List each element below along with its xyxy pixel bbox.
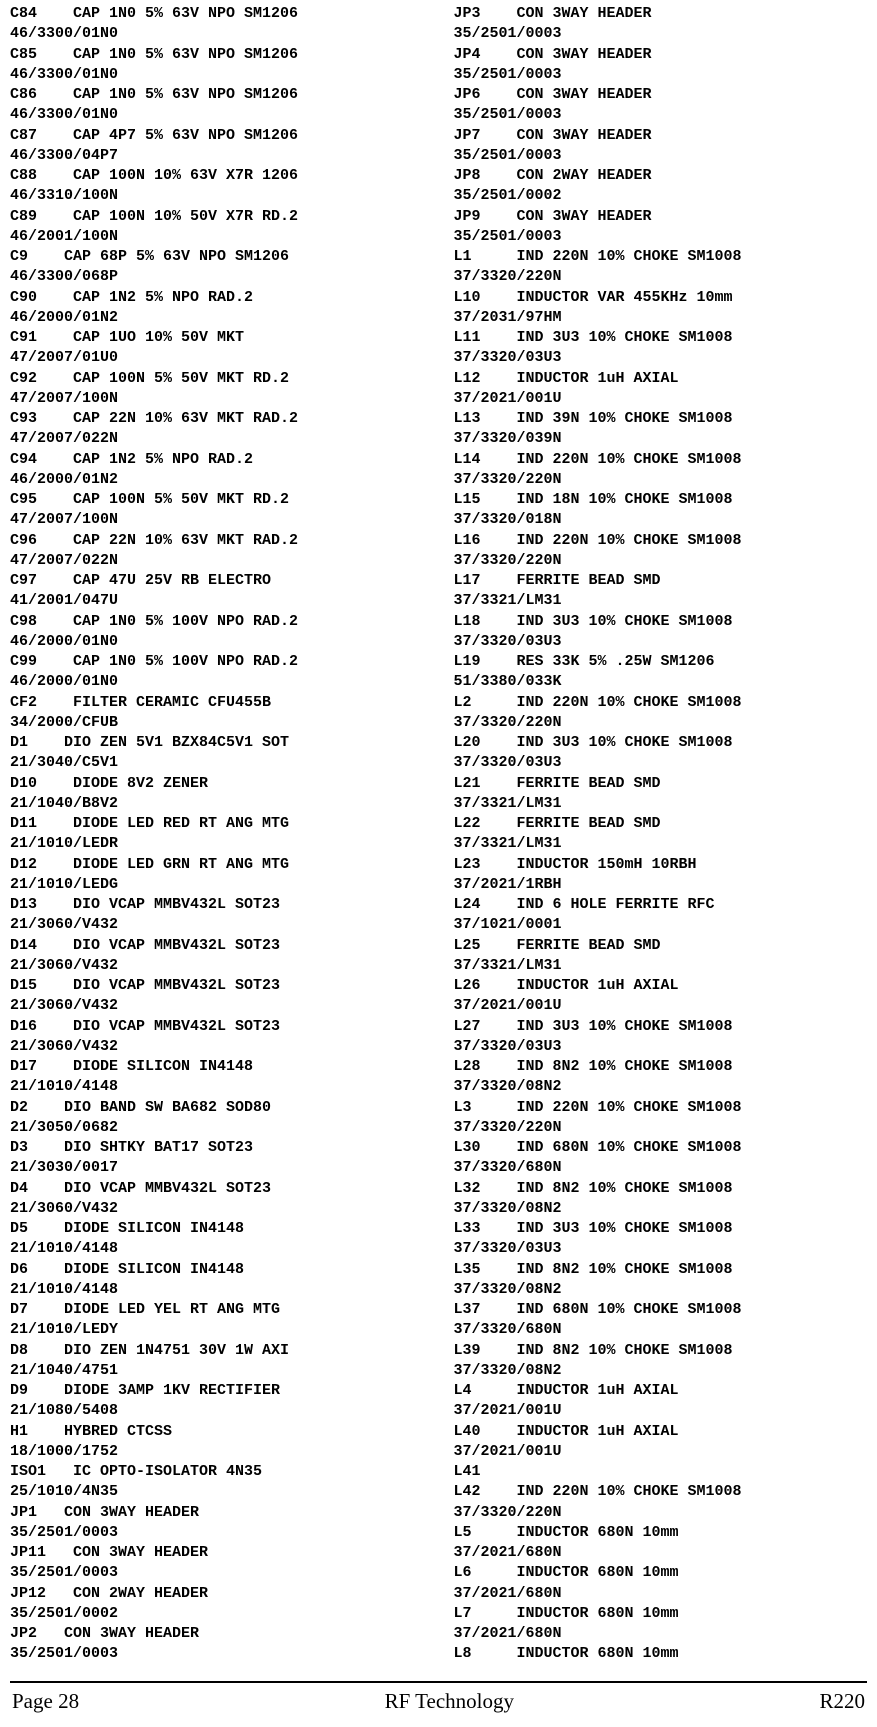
left-column: C84 CAP 1N0 5% 63V NPO SM1206 46/3300/01… [10, 4, 424, 1665]
footer-right: R220 [819, 1687, 865, 1715]
footer: Page 28 RF Technology R220 [10, 1687, 867, 1717]
document-page: C84 CAP 1N0 5% 63V NPO SM1206 46/3300/01… [0, 0, 877, 1727]
footer-rule [10, 1681, 867, 1683]
right-column: JP3 CON 3WAY HEADER 35/2501/0003 JP4 CON… [424, 4, 868, 1665]
footer-left: Page 28 [12, 1687, 79, 1715]
footer-center: RF Technology [385, 1687, 514, 1715]
content-columns: C84 CAP 1N0 5% 63V NPO SM1206 46/3300/01… [10, 4, 867, 1665]
